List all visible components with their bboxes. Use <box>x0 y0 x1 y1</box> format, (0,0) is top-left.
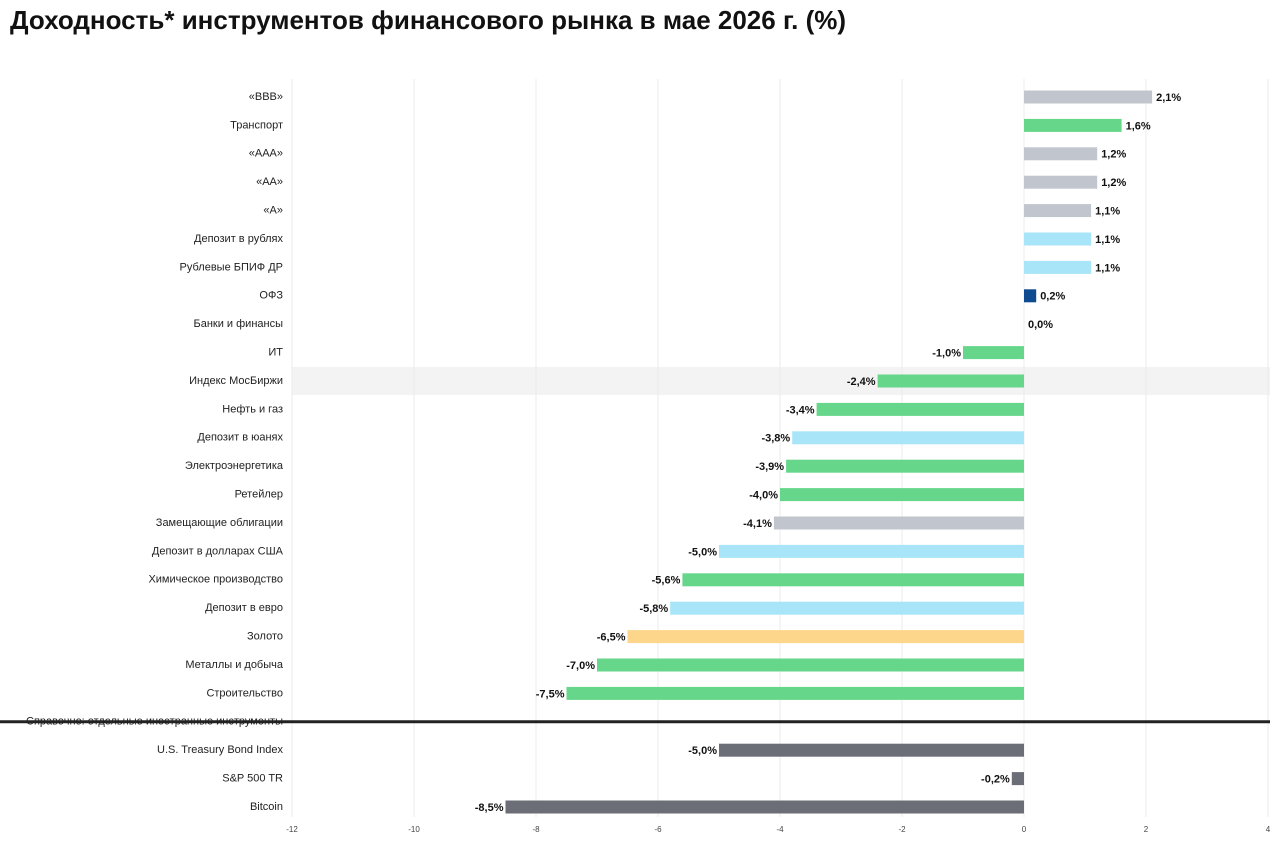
value-label: -5,6% <box>652 575 681 587</box>
bar <box>505 800 1024 814</box>
x-tick-label: 0 <box>1022 825 1027 834</box>
value-label: -7,0% <box>566 660 595 672</box>
x-tick-label: -2 <box>898 825 906 834</box>
category-label: Транспорт <box>230 119 283 131</box>
category-label: Депозит в евро <box>205 602 283 614</box>
category-label: Депозит в юанях <box>197 432 283 444</box>
x-tick-label: -12 <box>286 825 298 834</box>
category-label: «AAA» <box>249 148 283 160</box>
bar <box>1024 289 1037 303</box>
value-label: 0,2% <box>1040 291 1065 303</box>
category-label: U.S. Treasury Bond Index <box>157 744 283 756</box>
value-label: 2,1% <box>1156 92 1181 104</box>
value-label: 1,2% <box>1101 177 1126 189</box>
value-label: 1,1% <box>1095 234 1120 246</box>
bar <box>719 743 1024 757</box>
section-label: Справочно: отдельные иностранные инструм… <box>26 716 283 728</box>
category-label: Замещающие облигации <box>156 517 283 529</box>
value-label: -0,2% <box>981 774 1010 786</box>
bar <box>1024 204 1092 218</box>
bar <box>670 601 1024 615</box>
value-label: -4,0% <box>749 490 778 502</box>
value-label: -5,0% <box>688 546 717 558</box>
value-label: -5,0% <box>688 745 717 757</box>
value-label: -7,5% <box>536 688 565 700</box>
x-tick-label: 4 <box>1266 825 1271 834</box>
bar <box>1011 772 1024 786</box>
value-label: -3,4% <box>786 404 815 416</box>
category-label: Ретейлер <box>235 489 283 501</box>
chart-title: Доходность* инструментов финансового рын… <box>10 5 846 35</box>
category-label: S&P 500 TR <box>222 773 283 785</box>
bar <box>719 544 1024 558</box>
category-label: Bitcoin <box>250 801 283 813</box>
bar <box>963 346 1024 360</box>
x-tick-label: 2 <box>1144 825 1149 834</box>
value-label: 1,1% <box>1095 262 1120 274</box>
bar <box>786 459 1024 473</box>
category-label: Депозит в рублях <box>194 233 283 245</box>
value-label: -8,5% <box>475 802 504 814</box>
category-label: Индекс МосБиржи <box>189 375 283 387</box>
value-label: -2,4% <box>847 376 876 388</box>
bar <box>682 573 1024 587</box>
category-label: Металлы и добыча <box>185 659 284 671</box>
category-label: Электроэнергетика <box>185 460 284 472</box>
category-label: «A» <box>263 205 283 217</box>
x-tick-label: -6 <box>654 825 662 834</box>
category-label: «AA» <box>256 176 283 188</box>
value-label: 1,2% <box>1101 149 1126 161</box>
value-label: 0,0% <box>1028 319 1053 331</box>
bar <box>597 658 1024 672</box>
category-label: ОФЗ <box>259 290 283 302</box>
category-label: Строительство <box>206 687 283 699</box>
x-tick-label: -8 <box>532 825 540 834</box>
category-label: ИТ <box>268 347 283 359</box>
bar <box>1024 118 1122 132</box>
bar <box>1024 175 1098 189</box>
category-label: Золото <box>247 631 283 643</box>
value-label: -3,9% <box>755 461 784 473</box>
bar <box>877 374 1024 388</box>
bar <box>792 431 1024 445</box>
category-label: Депозит в долларах США <box>152 545 284 557</box>
category-label: «BBB» <box>249 91 283 103</box>
value-label: -1,0% <box>932 348 961 360</box>
value-label: -5,8% <box>639 603 668 615</box>
category-label: Рублевые БПИФ ДР <box>180 261 283 273</box>
category-label: Банки и финансы <box>194 318 284 330</box>
bar <box>780 488 1024 502</box>
value-label: -3,8% <box>761 433 790 445</box>
row-highlight <box>292 367 1270 395</box>
bar <box>566 686 1024 700</box>
bar <box>773 516 1024 530</box>
bar <box>627 630 1024 644</box>
bar <box>1024 90 1153 104</box>
value-label: 1,6% <box>1126 120 1151 132</box>
category-label: Нефть и газ <box>222 403 283 415</box>
x-tick-label: -4 <box>776 825 784 834</box>
bar <box>816 402 1024 416</box>
value-label: -6,5% <box>597 632 626 644</box>
category-label: Химическое производство <box>148 574 283 586</box>
bar <box>1024 147 1098 161</box>
x-tick-label: -10 <box>408 825 420 834</box>
value-label: -4,1% <box>743 518 772 530</box>
value-label: 1,1% <box>1095 206 1120 218</box>
bar <box>1024 260 1092 274</box>
bar <box>1024 232 1092 246</box>
